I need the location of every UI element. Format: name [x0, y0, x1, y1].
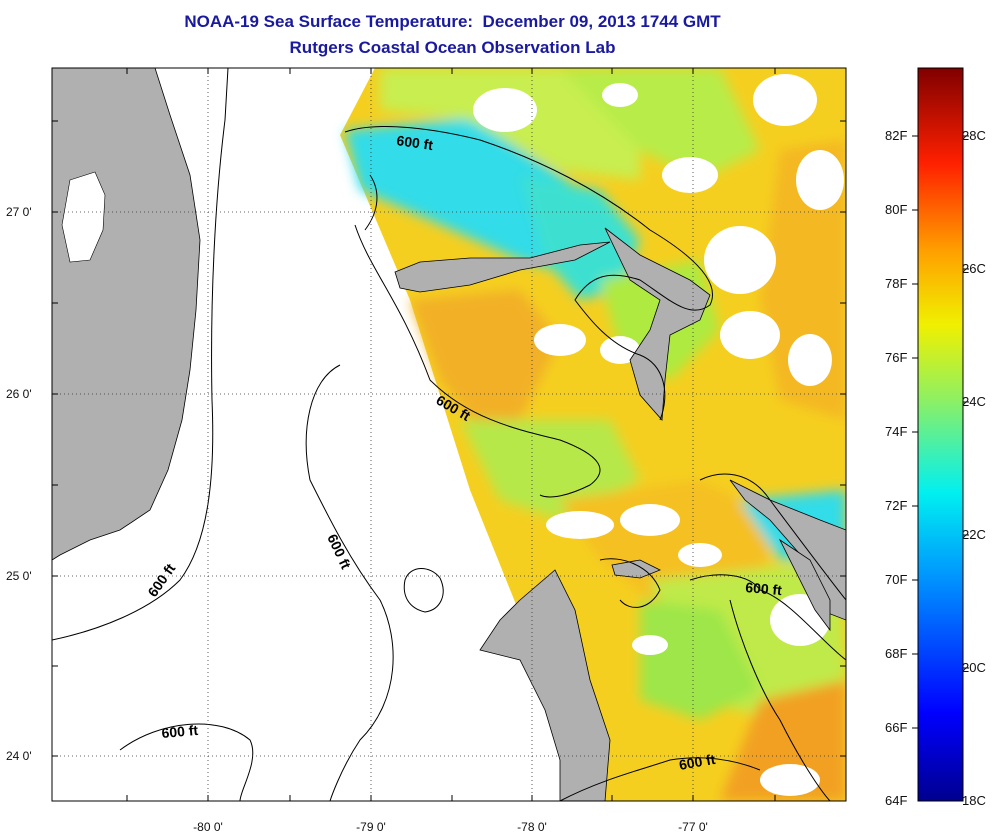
colorbar-f-label: 66F [885, 720, 908, 735]
contour-label: 600 ft [396, 132, 435, 153]
colorbar-f-label: 72F [885, 498, 908, 513]
colorbar-f-label: 64F [885, 793, 908, 808]
lat-tick-label: 27 0' [6, 205, 32, 219]
florida-land [52, 68, 201, 561]
colorbar-f-label: 70F [885, 572, 908, 587]
colorbar-f-label: 78F [885, 276, 908, 291]
lat-tick-label: 25 0' [6, 569, 32, 583]
grand-bahama-island [394, 241, 611, 293]
contour-label: 600 ft [161, 722, 199, 741]
colorbar-c-label: 18C [962, 793, 986, 808]
colorbar-c-label: 22C [962, 527, 986, 542]
graticule [52, 68, 846, 801]
colorbar-f-label: 74F [885, 424, 908, 439]
lat-tick-label: 24 0' [6, 749, 32, 763]
colorbar-c-label: 20C [962, 660, 986, 675]
map-subtitle: Rutgers Coastal Ocean Observation Lab [289, 38, 616, 57]
contour-label: 600 ft [678, 751, 717, 773]
lat-tick-label: 26 0' [6, 387, 32, 401]
colorbar-f-label: 80F [885, 202, 908, 217]
contour-label: 600 ft [745, 579, 783, 598]
isobath-600ft [52, 68, 846, 801]
lon-tick-label: -78 0' [517, 820, 547, 834]
exuma-cays [778, 538, 831, 632]
colorbar-c-label: 28C [962, 128, 986, 143]
colorbar-f-label: 82F [885, 128, 908, 143]
colorbar [917, 67, 964, 802]
contour-label: 600 ft [144, 560, 178, 599]
abaco-island [604, 227, 711, 421]
colorbar-c-label: 24C [962, 394, 986, 409]
andros-island [479, 569, 611, 801]
lon-tick-label: -79 0' [356, 820, 386, 834]
map-title: NOAA-19 Sea Surface Temperature: Decembe… [184, 12, 721, 31]
lon-tick-label: -77 0' [678, 820, 708, 834]
lon-tick-label: -80 0' [193, 820, 223, 834]
lake-okeechobee [61, 171, 106, 263]
colorbar-c-label: 26C [962, 261, 986, 276]
contour-label: 600 ft [324, 532, 354, 572]
colorbar-f-label: 68F [885, 646, 908, 661]
map-frame [51, 67, 847, 802]
colorbar-f-label: 76F [885, 350, 908, 365]
